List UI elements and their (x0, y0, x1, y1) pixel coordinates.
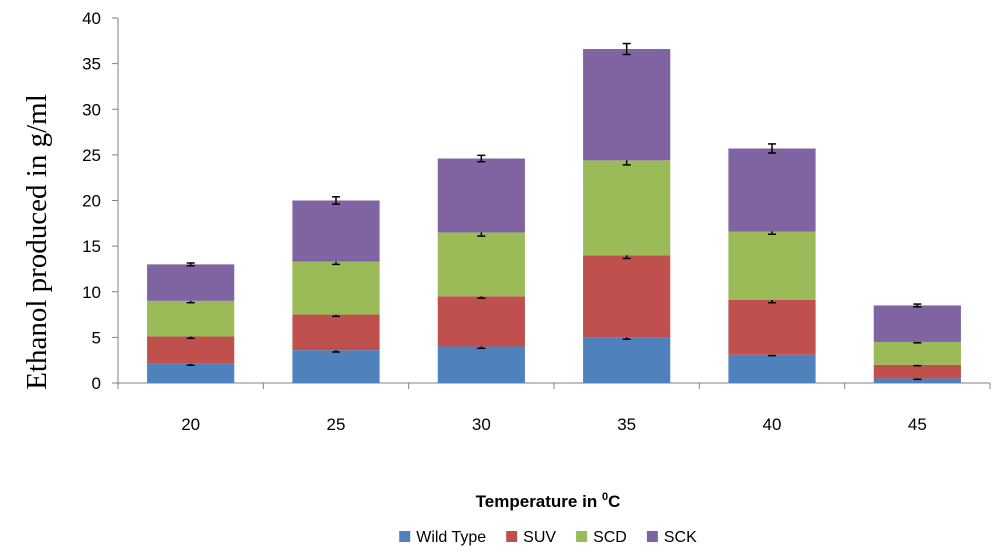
x-tick-label: 20 (181, 415, 200, 434)
bar-suv-40 (728, 299, 816, 355)
y-tick-label: 10 (82, 283, 101, 302)
legend-label-suv: SUV (523, 529, 556, 546)
bar-wild-type-25 (292, 350, 380, 383)
bar-sck-30 (437, 158, 525, 233)
error-bar (768, 143, 776, 154)
bar-wild-type-30 (437, 346, 525, 383)
legend-label-scd: SCD (593, 529, 627, 546)
y-tick-label: 35 (82, 55, 101, 74)
x-axis-label-superscript: 0 (602, 491, 608, 503)
y-tick-label: 5 (92, 328, 101, 347)
bar-scd-40 (728, 231, 816, 300)
bar-scd-30 (437, 232, 525, 297)
bar-sck-25 (292, 200, 380, 262)
x-axis-label-main: Temperature in (476, 492, 602, 511)
bar-scd-35 (583, 160, 671, 256)
x-axis-label: Temperature in 0C (476, 491, 621, 511)
plot-area: 0 5 10 15 20 25 30 35 40 20 25 30 35 40 45 (82, 9, 991, 434)
error-bar (477, 154, 486, 163)
bar-sck-45 (873, 305, 961, 342)
y-tick-label: 0 (92, 374, 101, 393)
error-bar (913, 303, 922, 308)
error-bar (332, 196, 340, 205)
bar-suv-35 (583, 255, 671, 338)
y-tick-label: 15 (82, 237, 101, 256)
x-tick-label: 25 (327, 415, 346, 434)
bar-sck-40 (728, 148, 816, 232)
y-tick-label: 25 (82, 146, 101, 165)
bar-wild-type-40 (728, 354, 816, 383)
bar-wild-type-45 (873, 378, 961, 383)
legend: Wild Type SUV SCD SCK (399, 529, 697, 546)
x-tick-label: 35 (617, 415, 636, 434)
legend-swatch-sck (646, 531, 658, 542)
legend-swatch-suv (506, 531, 518, 542)
bar-sck-20 (147, 264, 235, 301)
legend-swatch-scd (576, 531, 588, 542)
x-axis-label-unit: C (608, 492, 620, 511)
bar-wild-type-20 (147, 363, 235, 383)
bar-wild-type-35 (583, 337, 671, 383)
legend-label-sck: SCK (664, 529, 697, 546)
bar-suv-45 (873, 364, 961, 379)
bar-scd-20 (147, 300, 235, 337)
bar-suv-25 (292, 314, 380, 351)
bar-scd-25 (292, 261, 380, 315)
y-tick-label: 30 (82, 100, 101, 119)
legend-label-wild-type: Wild Type (416, 529, 486, 546)
error-bar (186, 262, 195, 267)
y-axis-label: Ethanol produced in g/ml (21, 94, 53, 390)
bar-sck-35 (583, 49, 671, 161)
x-tick-label: 45 (908, 415, 927, 434)
y-tick-label: 40 (82, 9, 101, 28)
bar-suv-20 (147, 336, 235, 364)
bar-scd-45 (873, 341, 961, 365)
x-tick-label: 40 (763, 415, 782, 434)
y-tick-label: 20 (82, 192, 101, 211)
error-bar (622, 42, 631, 56)
legend-swatch-wild-type (399, 531, 411, 542)
x-tick-label: 30 (472, 415, 491, 434)
bar-suv-30 (437, 296, 525, 347)
